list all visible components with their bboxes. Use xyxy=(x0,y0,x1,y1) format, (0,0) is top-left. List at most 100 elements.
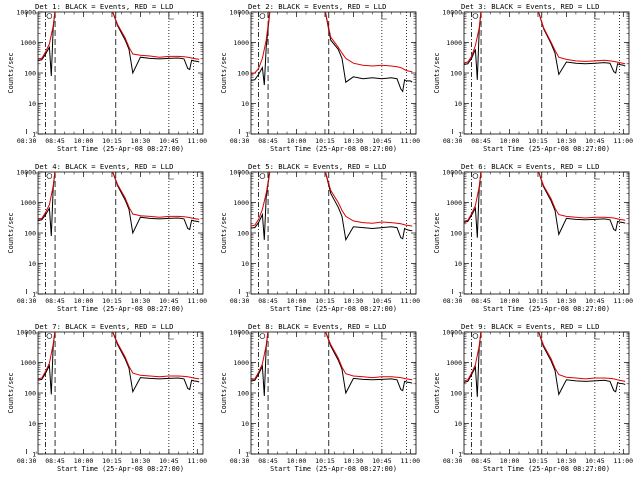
chart-title: Det 8: BLACK = Events, RED = LLD xyxy=(248,322,386,331)
series-line-lld xyxy=(251,172,413,227)
saa-marker-icon xyxy=(168,332,174,340)
y-tick-label: 100 xyxy=(237,390,249,398)
series-line-events xyxy=(251,12,413,93)
y-tick-label: 1000 xyxy=(233,199,249,207)
flare-marker-icon xyxy=(259,13,266,19)
x-tick-label: 10:15 xyxy=(528,457,548,465)
saa-marker-icon xyxy=(381,172,387,180)
x-tick-label: 08:30 xyxy=(443,137,463,145)
saa-marker-icon xyxy=(594,12,600,20)
y-tick-label: 100 xyxy=(450,230,462,238)
x-tick-label: 10:00 xyxy=(287,297,307,305)
y-axis-label: Counts/sec xyxy=(220,53,228,94)
chart-panel-det-6: Det 6: BLACK = Events, RED = LLD 1 10 100 10… xyxy=(433,162,633,313)
x-tick-label: 10:00 xyxy=(74,137,94,145)
x-tick-label: 10:15 xyxy=(315,457,335,465)
x-axis-label: Start Time (25-Apr-08 08:27:00) xyxy=(270,145,397,153)
y-tick-label: 1 xyxy=(32,131,36,139)
x-tick-label: 10:00 xyxy=(287,137,307,145)
series-line-lld xyxy=(464,172,626,222)
x-tick-label: 11:00 xyxy=(188,457,208,465)
series-line-events xyxy=(38,172,200,237)
x-tick-label: 10:30 xyxy=(557,137,577,145)
y-tick-label: 100 xyxy=(237,70,249,78)
chart-title: Det 5: BLACK = Events, RED = LLD xyxy=(248,162,386,171)
x-tick-label: 08:45 xyxy=(45,457,65,465)
y-tick-label: 1 xyxy=(458,451,462,459)
y-tick-label: 1000 xyxy=(20,39,36,47)
saa-marker-icon xyxy=(594,332,600,340)
plot-frame xyxy=(463,11,630,135)
flare-marker-icon xyxy=(46,13,53,19)
x-axis-label: Start Time (25-Apr-08 08:27:00) xyxy=(483,145,610,153)
chart-panel-det-3: Det 3: BLACK = Events, RED = LLD 1 10 100 10… xyxy=(433,2,633,153)
x-tick-label: 10:30 xyxy=(131,457,151,465)
y-axis-label: Counts/sec xyxy=(220,213,228,254)
x-tick-label: 11:00 xyxy=(401,137,421,145)
y-tick-label: 100 xyxy=(237,230,249,238)
y-tick-label: 10000 xyxy=(442,9,462,17)
x-tick-label: 10:15 xyxy=(315,137,335,145)
x-tick-label: 08:45 xyxy=(258,137,278,145)
x-tick-label: 08:30 xyxy=(230,137,250,145)
y-tick-label: 1 xyxy=(245,131,249,139)
series-line-lld xyxy=(251,332,413,381)
y-tick-label: 100 xyxy=(24,230,36,238)
x-tick-label: 08:30 xyxy=(230,457,250,465)
y-axis-label: Counts/sec xyxy=(220,373,228,414)
y-tick-label: 10 xyxy=(28,260,36,268)
plot-frame xyxy=(250,11,417,135)
chart-title: Det 6: BLACK = Events, RED = LLD xyxy=(461,162,599,171)
x-tick-label: 08:30 xyxy=(443,297,463,305)
flare-marker-icon xyxy=(472,13,479,19)
series-line-events xyxy=(38,12,200,77)
x-axis-label: Start Time (25-Apr-08 08:27:00) xyxy=(483,305,610,313)
chart-panel-det-4: Det 4: BLACK = Events, RED = LLD 1 10 100 10… xyxy=(7,162,207,313)
y-tick-label: 1000 xyxy=(20,359,36,367)
y-tick-label: 100 xyxy=(450,390,462,398)
x-tick-label: 10:00 xyxy=(74,457,94,465)
x-tick-label: 08:30 xyxy=(443,457,463,465)
y-tick-label: 1 xyxy=(245,291,249,299)
y-tick-label: 10 xyxy=(454,420,462,428)
x-tick-label: 08:45 xyxy=(471,457,491,465)
x-tick-label: 08:45 xyxy=(471,297,491,305)
y-axis-label: Counts/sec xyxy=(433,213,441,254)
series-line-events xyxy=(464,172,626,238)
x-tick-label: 11:00 xyxy=(401,297,421,305)
series-line-lld xyxy=(464,12,626,65)
y-tick-label: 10000 xyxy=(229,9,249,17)
series-line-events xyxy=(464,12,626,80)
chart-panel-det-8: Det 8: BLACK = Events, RED = LLD 1 10 100 10… xyxy=(220,322,420,473)
x-tick-label: 08:45 xyxy=(45,297,65,305)
x-tick-label: 10:45 xyxy=(159,457,179,465)
x-tick-label: 08:30 xyxy=(230,297,250,305)
y-tick-label: 10000 xyxy=(16,169,36,177)
x-tick-label: 11:00 xyxy=(614,297,634,305)
x-tick-label: 10:30 xyxy=(344,297,364,305)
y-tick-label: 1 xyxy=(32,451,36,459)
x-tick-label: 11:00 xyxy=(614,137,634,145)
series-line-events xyxy=(251,172,413,242)
series-line-lld xyxy=(38,172,200,220)
x-tick-label: 10:45 xyxy=(585,297,605,305)
chart-title: Det 9: BLACK = Events, RED = LLD xyxy=(461,322,599,331)
y-tick-label: 100 xyxy=(24,70,36,78)
y-tick-label: 1000 xyxy=(20,199,36,207)
flare-marker-icon xyxy=(46,173,53,179)
x-tick-label: 08:45 xyxy=(45,137,65,145)
flare-marker-icon xyxy=(259,173,266,179)
x-tick-label: 10:15 xyxy=(102,137,122,145)
chart-title: Det 1: BLACK = Events, RED = LLD xyxy=(35,2,173,11)
y-tick-label: 10 xyxy=(454,100,462,108)
chart-title: Det 2: BLACK = Events, RED = LLD xyxy=(248,2,386,11)
x-tick-label: 08:45 xyxy=(258,457,278,465)
series-line-events xyxy=(464,332,626,397)
x-tick-label: 10:45 xyxy=(372,297,392,305)
chart-title: Det 3: BLACK = Events, RED = LLD xyxy=(461,2,599,11)
x-tick-label: 10:45 xyxy=(372,457,392,465)
x-tick-label: 10:15 xyxy=(102,297,122,305)
y-axis-label: Counts/sec xyxy=(7,213,15,254)
saa-marker-icon xyxy=(168,12,174,20)
